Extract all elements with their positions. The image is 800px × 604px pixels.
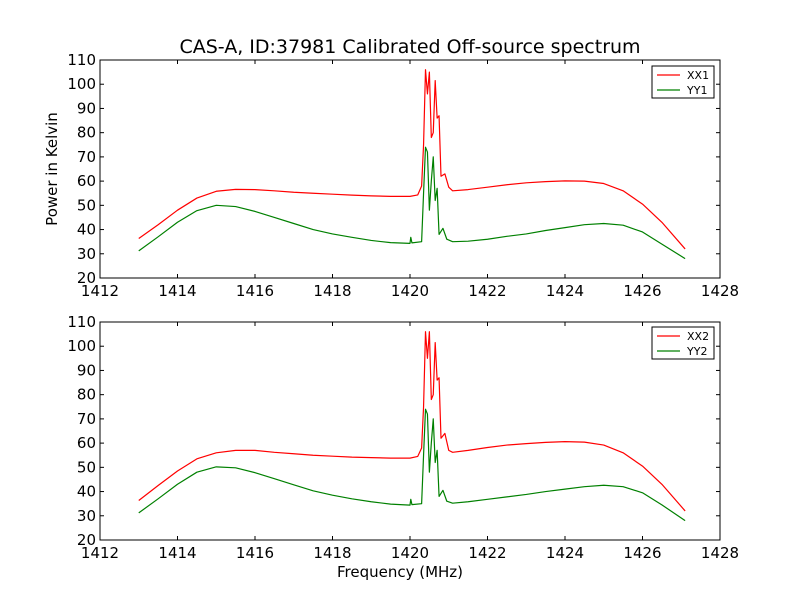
legend-label-xx2: XX2 — [687, 330, 709, 343]
x-tick-label: 1414 — [158, 282, 196, 300]
x-tick-label: 1420 — [391, 282, 429, 300]
x-tick-label: 1428 — [701, 282, 739, 300]
y-tick-label: 90 — [77, 99, 96, 117]
y-tick-label: 40 — [77, 483, 96, 501]
plot-area — [100, 322, 720, 540]
series-line-xx2 — [138, 331, 686, 512]
x-tick-label: 1424 — [546, 544, 584, 562]
x-tick-label: 1428 — [701, 544, 739, 562]
x-tick-label: 1412 — [81, 282, 119, 300]
x-tick-label: 1422 — [468, 282, 506, 300]
series-line-xx1 — [138, 69, 686, 250]
y-tick-label: 20 — [77, 269, 96, 287]
legend-label-yy2: YY2 — [686, 345, 707, 358]
y-tick-label: 110 — [67, 51, 96, 69]
y-tick-label: 60 — [77, 434, 96, 452]
plot-area — [100, 60, 720, 278]
series-line-yy1 — [138, 146, 686, 260]
x-tick-label: 1424 — [546, 282, 584, 300]
y-tick-label: 70 — [77, 410, 96, 428]
x-tick-label: 1418 — [313, 282, 351, 300]
y-axis-label: Power in Kelvin — [43, 112, 61, 226]
y-tick-label: 30 — [77, 507, 96, 525]
x-tick-label: 1418 — [313, 544, 351, 562]
legend-box — [651, 65, 715, 99]
y-tick-label: 20 — [77, 531, 96, 549]
y-tick-label: 50 — [77, 458, 96, 476]
y-tick-label: 50 — [77, 196, 96, 214]
series-line-yy2 — [138, 408, 686, 522]
y-tick-label: 100 — [67, 75, 96, 93]
y-tick-label: 90 — [77, 361, 96, 379]
x-tick-label: 1414 — [158, 544, 196, 562]
figure-title: CAS-A, ID:37981 Calibrated Off-source sp… — [179, 36, 640, 58]
x-axis-label: Frequency (MHz) — [337, 563, 463, 581]
y-tick-label: 110 — [67, 313, 96, 331]
top-panel: 1412 1414 1416 1418 1420 1422 1424 1426 1428 20 30… — [43, 51, 739, 300]
x-tick-label: 1412 — [81, 544, 119, 562]
y-tick-label: 40 — [77, 221, 96, 239]
y-tick-label: 80 — [77, 386, 96, 404]
y-tick-label: 30 — [77, 245, 96, 263]
y-tick-label: 80 — [77, 124, 96, 142]
x-tick-label: 1426 — [623, 544, 661, 562]
x-tick-label: 1426 — [623, 282, 661, 300]
x-tick-label: 1420 — [391, 544, 429, 562]
legend-box — [651, 326, 715, 360]
legend-label-yy1: YY1 — [686, 84, 707, 97]
x-tick-label: 1422 — [468, 544, 506, 562]
legend-label-xx1: XX1 — [687, 69, 709, 82]
y-tick-label: 70 — [77, 148, 96, 166]
y-tick-label: 60 — [77, 172, 96, 190]
y-tick-label: 100 — [67, 337, 96, 355]
x-tick-label: 1416 — [236, 282, 274, 300]
x-tick-label: 1416 — [236, 544, 274, 562]
bottom-panel: 1412 1414 1416 1418 1420 1422 1424 1426 1428 20 30… — [67, 313, 739, 581]
